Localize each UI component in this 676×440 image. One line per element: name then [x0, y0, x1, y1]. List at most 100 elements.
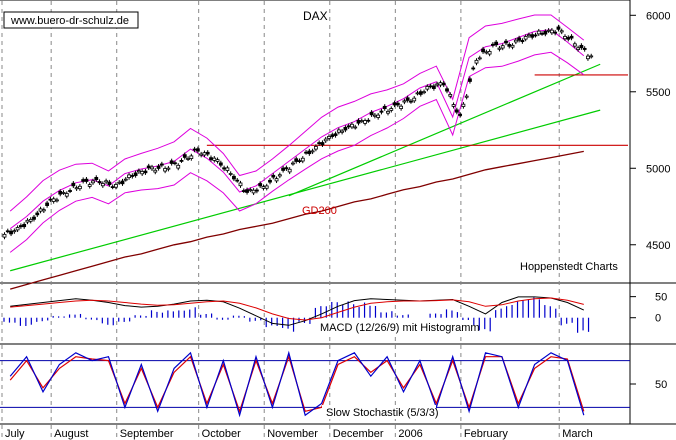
candle-body — [163, 168, 168, 172]
candle-body — [22, 223, 27, 228]
stoch-tick-label: 50 — [655, 379, 667, 391]
candle-body — [169, 160, 174, 164]
macd-label-box — [318, 320, 472, 334]
candle-body — [150, 166, 154, 170]
candle-body — [481, 48, 485, 53]
candle-body — [71, 182, 76, 187]
candle-body — [569, 35, 574, 39]
candle-body — [84, 178, 89, 182]
candle-body — [192, 148, 197, 151]
candle-body — [536, 30, 541, 35]
candle-body — [448, 94, 453, 97]
candle-body — [405, 97, 410, 101]
candle-body — [186, 158, 190, 160]
candle-body — [91, 180, 95, 184]
candle-body — [474, 59, 479, 64]
candle-body — [291, 162, 295, 165]
month-label: March — [562, 428, 593, 440]
candle-body — [264, 185, 269, 189]
candle-body — [127, 174, 131, 179]
candle-body — [222, 167, 227, 170]
candle-body — [68, 190, 72, 192]
candle-body — [379, 110, 384, 113]
candle-body — [241, 190, 246, 192]
candle-body — [77, 185, 82, 190]
candle-body — [173, 162, 177, 165]
candle-body — [310, 150, 315, 153]
candle-body — [58, 190, 63, 195]
candle-body — [287, 168, 292, 173]
price-panel — [2, 14, 628, 290]
source-label: Hoppenstedt Charts — [520, 261, 618, 273]
stoch-label: Slow Stochastik (5/3/3) — [326, 407, 439, 419]
candle-body — [579, 44, 584, 49]
candle-body — [395, 102, 400, 106]
candle-body — [441, 82, 446, 86]
candle-body — [245, 189, 249, 193]
candle-body — [369, 111, 374, 116]
candle-body — [251, 189, 256, 194]
candle-body — [212, 157, 217, 161]
bollinger-mid — [9, 29, 585, 230]
candle-body — [114, 184, 118, 188]
candle-body — [100, 183, 105, 187]
candle-body — [382, 105, 387, 110]
watermark-box — [3, 11, 139, 29]
candle-body — [523, 36, 528, 40]
candle-body — [431, 85, 436, 89]
candle-body — [202, 152, 207, 156]
candle-body — [422, 91, 426, 94]
candle-body — [320, 142, 325, 146]
price-tick-label: 5000 — [646, 163, 670, 175]
candle-body — [130, 175, 135, 177]
candle-body — [205, 151, 210, 155]
candle-body — [104, 180, 109, 183]
candle-body — [61, 192, 66, 194]
candle-body — [438, 82, 443, 86]
candle-body — [372, 114, 377, 117]
candle-body — [546, 29, 551, 32]
candle-body — [28, 218, 33, 222]
price-tick-label: 4500 — [646, 240, 670, 252]
candle-body — [490, 43, 495, 46]
candle-body — [5, 230, 10, 233]
candle-body — [294, 158, 299, 162]
candle-body — [313, 146, 318, 150]
bollinger-upper — [9, 14, 585, 212]
candle-body — [500, 45, 505, 49]
candle-body — [110, 186, 115, 189]
candle-body — [153, 169, 158, 173]
candle-body — [415, 92, 420, 95]
candle-body — [284, 167, 289, 170]
candle-body — [563, 36, 567, 40]
candle-body — [51, 198, 56, 202]
candle-body — [199, 153, 204, 156]
stoch-panel: 50 — [0, 350, 667, 418]
ma200-label: GD200 — [302, 205, 337, 217]
candle-body — [297, 160, 302, 163]
candle-body — [304, 151, 308, 154]
candle-body — [218, 162, 223, 166]
candle-body — [399, 105, 404, 109]
candle-body — [425, 86, 430, 90]
macd-signal-line — [10, 297, 584, 321]
candle-body — [268, 179, 272, 183]
candle-body — [346, 125, 351, 128]
grid — [1, 1, 560, 440]
candle-body — [582, 47, 587, 50]
candle-body — [215, 159, 220, 162]
candle-body — [179, 160, 184, 162]
candle-body — [189, 155, 194, 159]
candle-body — [238, 182, 243, 187]
candle-body — [327, 136, 331, 139]
month-label: September — [120, 428, 174, 440]
candle-body — [300, 157, 305, 162]
candle-body — [435, 83, 440, 86]
candle-body — [497, 47, 502, 50]
candle-body — [317, 142, 322, 145]
candle-body — [159, 163, 164, 166]
candle-body — [2, 233, 7, 238]
candle-body — [146, 165, 151, 169]
candle-body — [336, 129, 341, 133]
